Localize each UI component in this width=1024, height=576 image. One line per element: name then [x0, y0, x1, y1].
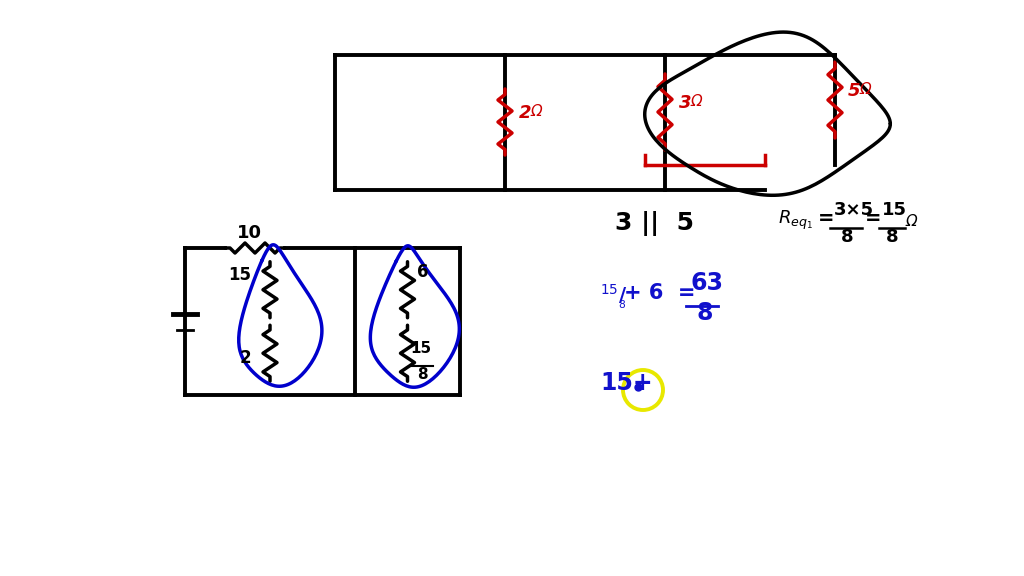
Text: 8: 8 — [697, 301, 714, 325]
Text: 8: 8 — [886, 228, 899, 246]
Text: $^{15}$/: $^{15}$/ — [600, 282, 628, 306]
Text: 6: 6 — [418, 263, 429, 281]
Text: 3 ||  5: 3 || 5 — [615, 211, 694, 236]
Text: 15: 15 — [882, 201, 907, 219]
Text: 3×5: 3×5 — [834, 201, 874, 219]
Text: =: = — [818, 209, 835, 228]
Text: $_8$: $_8$ — [618, 295, 626, 310]
Text: =: = — [865, 209, 882, 228]
Text: 8: 8 — [418, 367, 428, 382]
Text: 2: 2 — [519, 104, 531, 122]
Text: $R_{eq_1}$: $R_{eq_1}$ — [778, 209, 813, 232]
Text: Ω: Ω — [906, 214, 918, 229]
Text: 15+: 15+ — [600, 371, 652, 395]
Text: 5: 5 — [848, 82, 860, 100]
Text: 3: 3 — [679, 94, 691, 112]
Text: 15: 15 — [228, 266, 251, 284]
Text: Ω: Ω — [691, 94, 702, 109]
Text: 8: 8 — [841, 228, 854, 246]
Text: Ω: Ω — [860, 82, 871, 97]
Text: 63: 63 — [691, 271, 724, 295]
Text: 10: 10 — [237, 224, 262, 242]
Text: 15: 15 — [411, 341, 432, 356]
Text: 2: 2 — [240, 349, 252, 367]
Text: Ω: Ω — [531, 104, 543, 119]
Text: + 6  =: + 6 = — [624, 283, 695, 303]
